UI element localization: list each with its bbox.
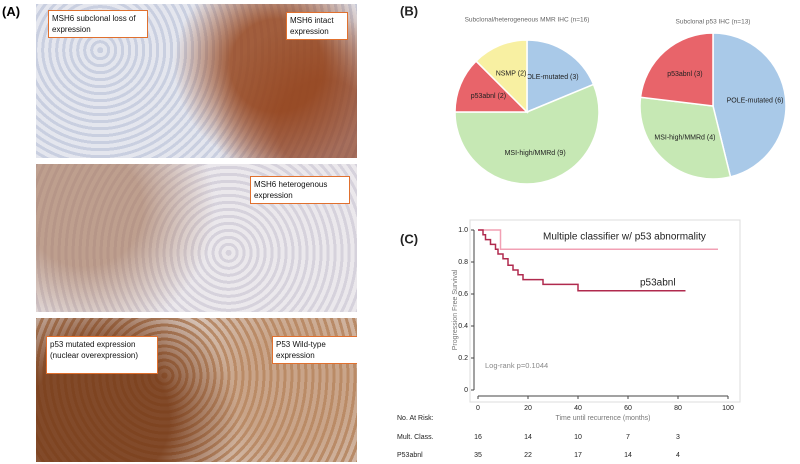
risk-table-title: No. At Risk: xyxy=(397,415,434,422)
x-tick-label: 20 xyxy=(524,405,532,412)
annotation: MSH6 subclonal loss of expression xyxy=(48,10,148,38)
chart-title: Subclonal p53 IHC (n=13) xyxy=(676,19,751,26)
slice-label: NSMP (2) xyxy=(496,70,527,77)
plot-frame xyxy=(469,219,741,403)
series-label: p53abnl xyxy=(640,278,676,289)
risk-count: 3 xyxy=(676,434,680,441)
y-tick-label: 0.6 xyxy=(458,291,468,298)
annotation: P53 Wild-type expression xyxy=(272,336,357,364)
slice-label: MSI-high/MMRd (9) xyxy=(505,150,566,157)
x-axis-label: Time until recurrence (months) xyxy=(555,415,650,422)
slice-label: POLE-mutated (3) xyxy=(522,74,579,81)
risk-count: 14 xyxy=(624,452,632,459)
survival-line xyxy=(478,229,718,250)
y-axis-label: Progression Free Survival xyxy=(452,269,459,350)
micrograph: p53 mutated expression (nuclear overexpr… xyxy=(36,318,357,462)
chart-title: Subclonal/heterogeneous MMR IHC (n=16) xyxy=(465,17,590,24)
risk-row-label: Mult. Class. xyxy=(397,434,434,441)
risk-count: 22 xyxy=(524,452,532,459)
risk-count: 4 xyxy=(676,452,680,459)
survival-line xyxy=(478,229,686,292)
annotation: Log-rank p=0.1044 xyxy=(485,361,548,370)
pie-slice xyxy=(475,39,528,114)
annotation: MSH6 heterogenous expression xyxy=(250,176,350,204)
y-tick-label: 0 xyxy=(464,387,468,394)
series-label: Multiple classifier w/ p53 abnormality xyxy=(543,232,706,243)
pie-slice xyxy=(526,39,595,114)
panel-label: (A) xyxy=(2,4,21,19)
annotation: p53 mutated expression (nuclear overexpr… xyxy=(46,336,158,374)
risk-count: 35 xyxy=(474,452,482,459)
pie-slice xyxy=(712,32,787,178)
risk-count: 7 xyxy=(626,434,630,441)
y-tick-label: 0.8 xyxy=(458,259,468,266)
slice-label: MSI-high/MMRd (4) xyxy=(654,135,715,142)
x-tick-label: 60 xyxy=(624,405,632,412)
x-tick-label: 40 xyxy=(574,405,582,412)
slice-label: POLE-mutated (6) xyxy=(727,98,784,105)
y-tick-label: 1.0 xyxy=(458,227,468,234)
pie-slice xyxy=(639,32,714,107)
x-tick-label: 0 xyxy=(476,405,480,412)
risk-count: 10 xyxy=(574,434,582,441)
pie-slice xyxy=(454,83,600,185)
x-tick-label: 80 xyxy=(674,405,682,412)
micrograph: MSH6 heterogenous expression xyxy=(36,164,357,312)
y-tick-label: 0.4 xyxy=(458,323,468,330)
risk-row-label: P53abnl xyxy=(397,452,423,459)
risk-count: 16 xyxy=(474,434,482,441)
slice-label: p53abnl (3) xyxy=(667,71,702,78)
pie-slice xyxy=(639,96,732,180)
risk-count: 17 xyxy=(574,452,582,459)
micrograph: MSH6 subclonal loss of expression MSH6 i… xyxy=(36,4,357,158)
risk-count: 14 xyxy=(524,434,532,441)
panel-label: (C) xyxy=(400,231,418,246)
y-tick-label: 0.2 xyxy=(458,355,468,362)
panel-label: (B) xyxy=(400,3,418,18)
slice-label: p53abnl (2) xyxy=(471,93,506,100)
x-tick-label: 100 xyxy=(722,405,734,412)
annotation: MSH6 intact expression xyxy=(286,12,348,40)
